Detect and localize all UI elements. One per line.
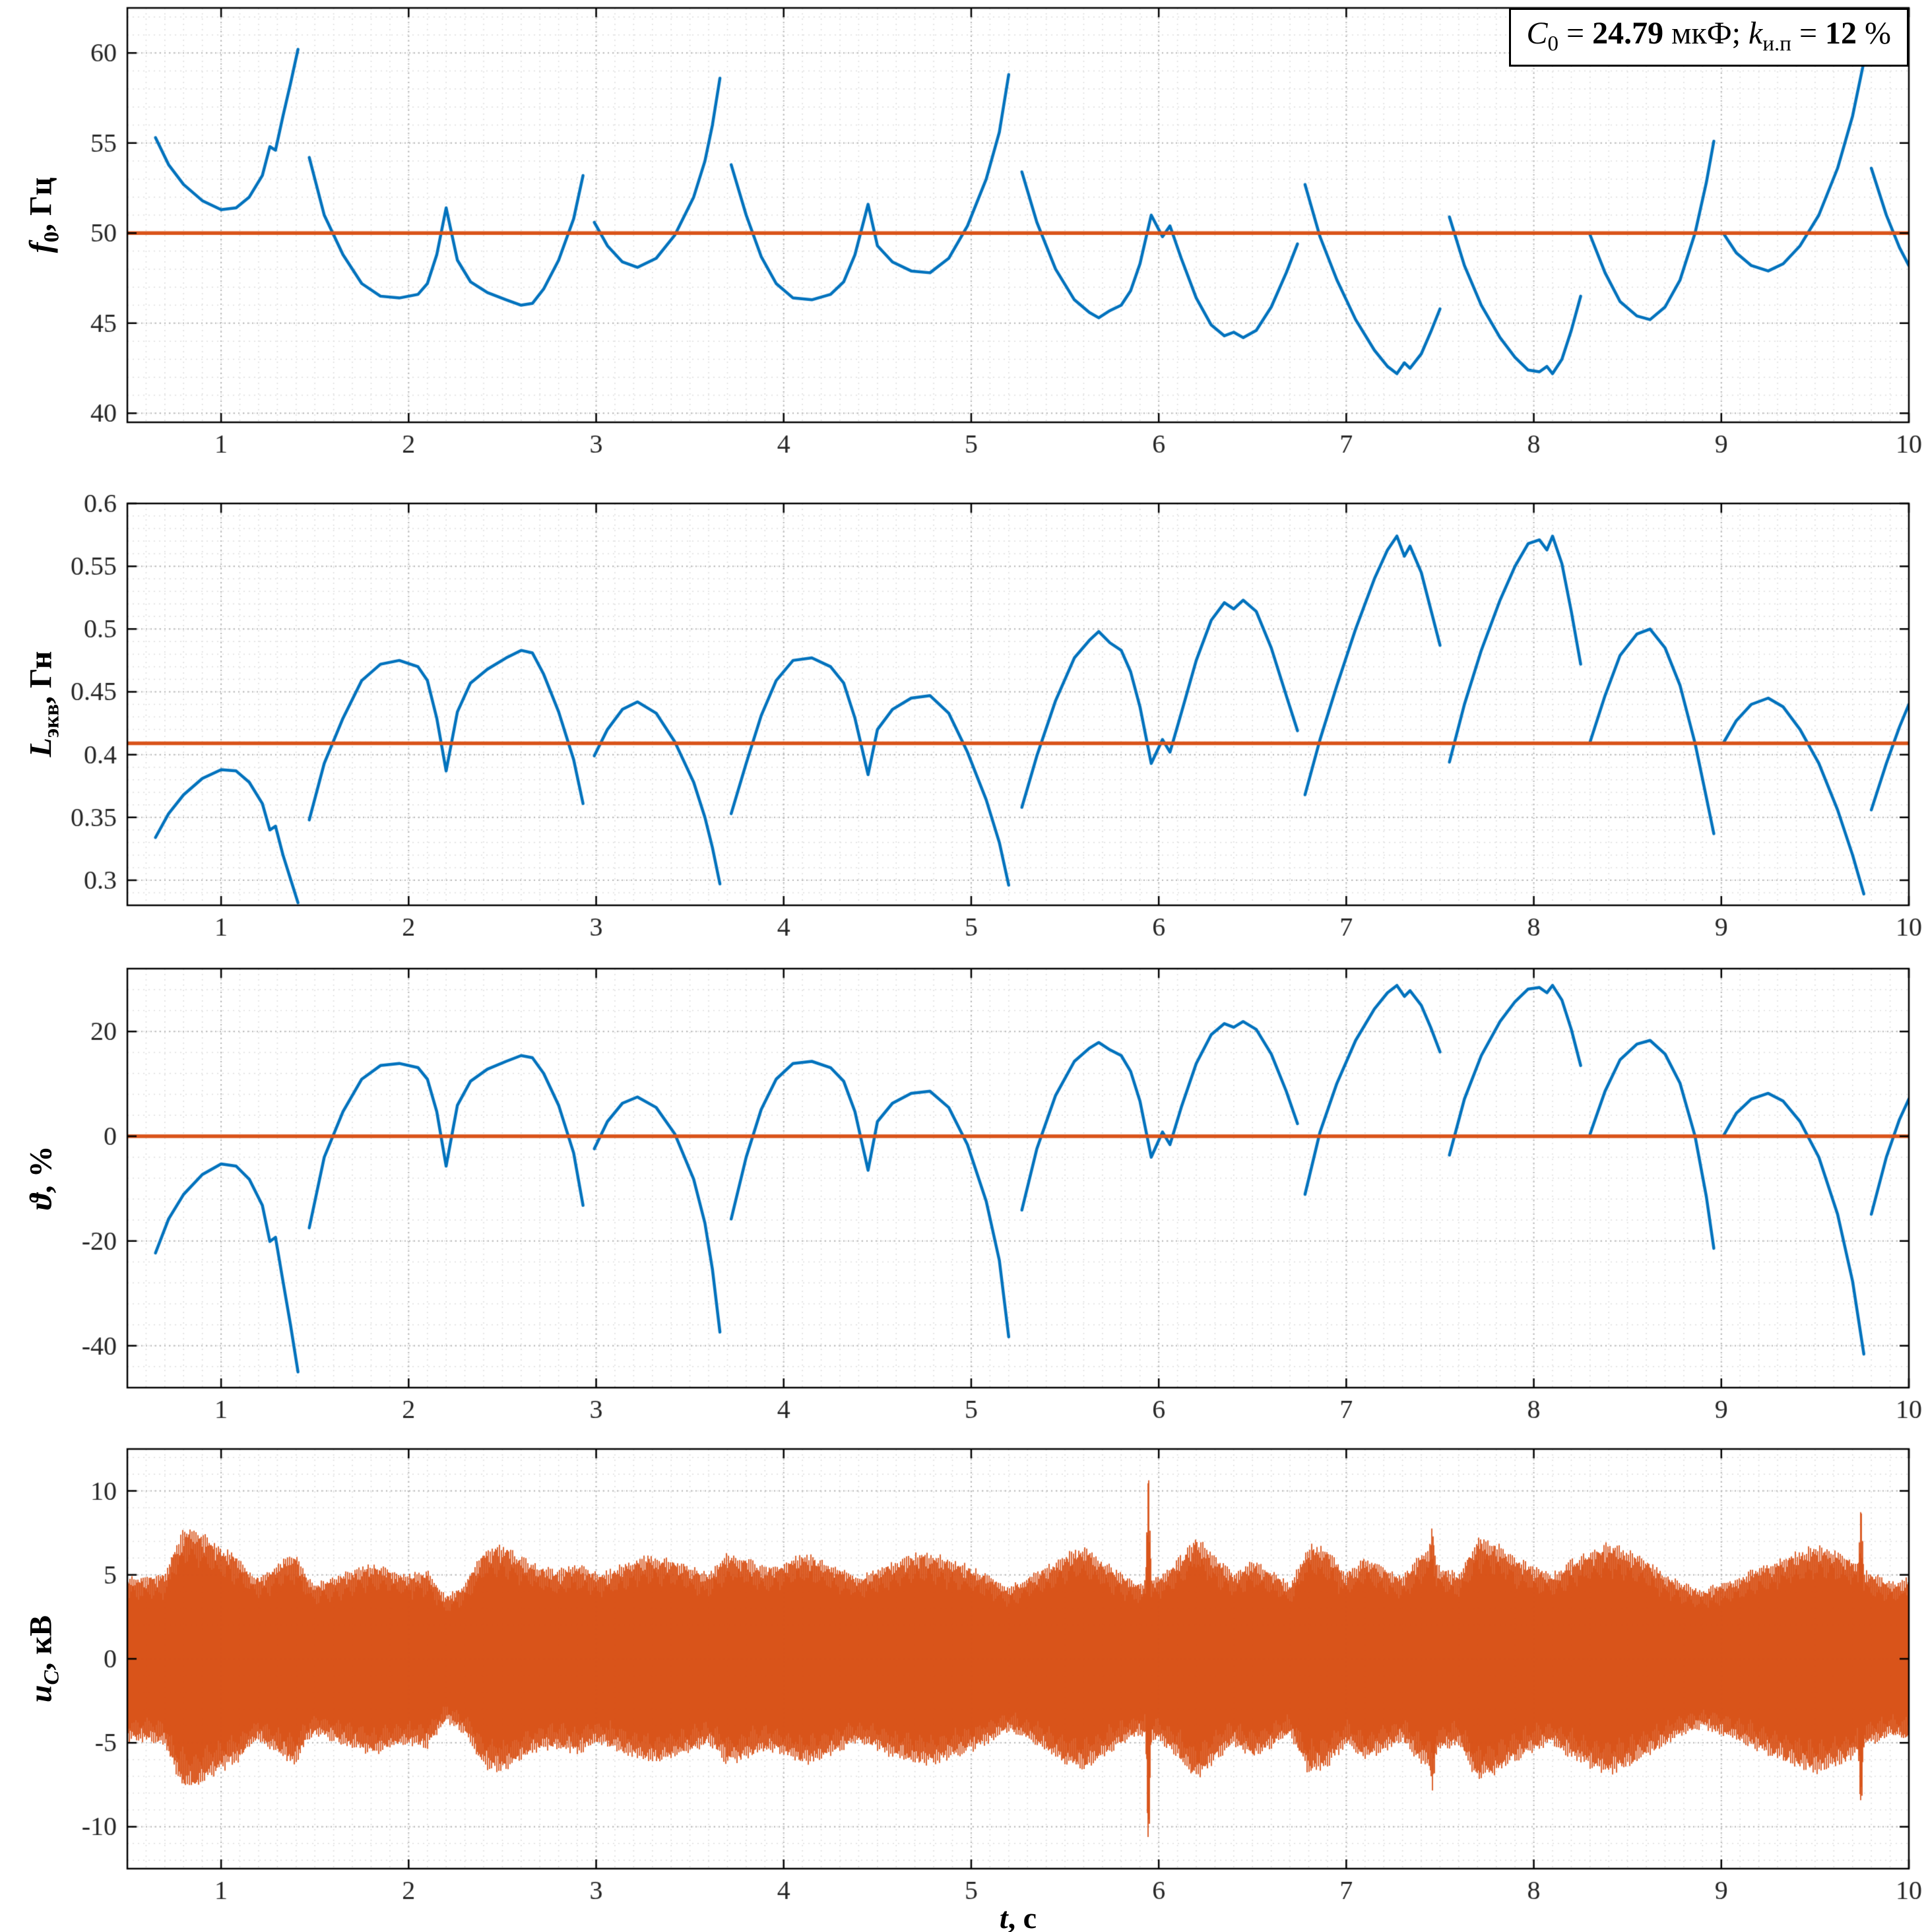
y-axis-label-L: Lэкв, Гн [23,651,65,757]
c0-unit: мкФ; [1663,16,1749,51]
ylabel-var: L [23,738,59,757]
equals-sign: = [1558,16,1593,51]
xlabel-unit: , c [1008,1901,1037,1932]
y-axis-label-theta: ϑ, % [23,1145,65,1209]
ylabel-var: ϑ [23,1193,59,1210]
ylabel-var: u [23,1685,59,1703]
y-axis-label-f0: f0, Гц [23,177,65,253]
ylabel-sub: C [40,1670,64,1685]
ylabel-unit: , Гн [23,651,59,704]
x-axis-label: t, c [1000,1900,1037,1932]
c0-subscript: 0 [1547,32,1559,56]
c0-value: 24.79 [1592,16,1664,51]
ylabel-unit: , кВ [23,1615,59,1671]
kip-symbol: k [1749,16,1763,51]
kip-subscript: и.п [1762,32,1791,56]
kip-value: 12 [1825,16,1857,51]
ylabel-sub: экв [40,703,64,738]
ylabel-unit: , % [23,1145,59,1194]
kip-unit: % [1857,16,1891,51]
ylabel-var: f [23,242,59,253]
ylabel-sub: 0 [40,231,64,243]
parameters-annotation-box: C0 = 24.79 мкФ; kи.п = 12 % [1508,8,1909,67]
equals-sign: = [1791,16,1826,51]
ylabel-unit: , Гц [23,177,59,232]
y-axis-label-uc: uC, кВ [23,1615,65,1702]
c0-symbol: C [1526,16,1548,51]
xlabel-var: t [999,1901,1008,1932]
